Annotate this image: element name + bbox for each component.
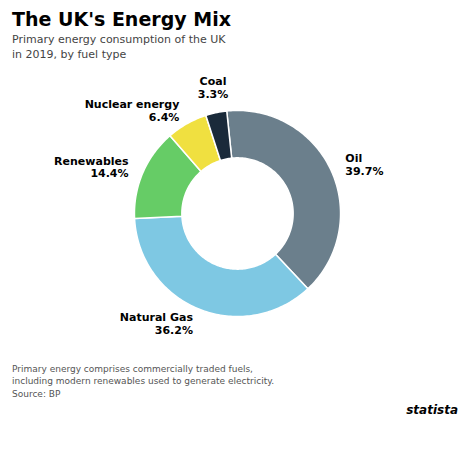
svg-text:Nuclear energy6.4%: Nuclear energy6.4% (85, 98, 180, 124)
svg-text:Natural Gas36.2%: Natural Gas36.2% (120, 311, 194, 337)
html-text:The UK's Energy Mix: The UK's Energy Mix (12, 8, 231, 30)
svg-text:Coal3.3%: Coal3.3% (198, 75, 229, 101)
html-text:Primary energy comprises comme: Primary energy comprises commercially tr… (12, 363, 275, 399)
svg-text:Oil39.7%: Oil39.7% (345, 152, 383, 178)
svg-text:Renewables14.4%: Renewables14.4% (54, 154, 129, 180)
html-text:statista: statista (406, 402, 458, 417)
html-text:Primary energy consumption of: Primary energy consumption of the UK in … (12, 33, 226, 62)
